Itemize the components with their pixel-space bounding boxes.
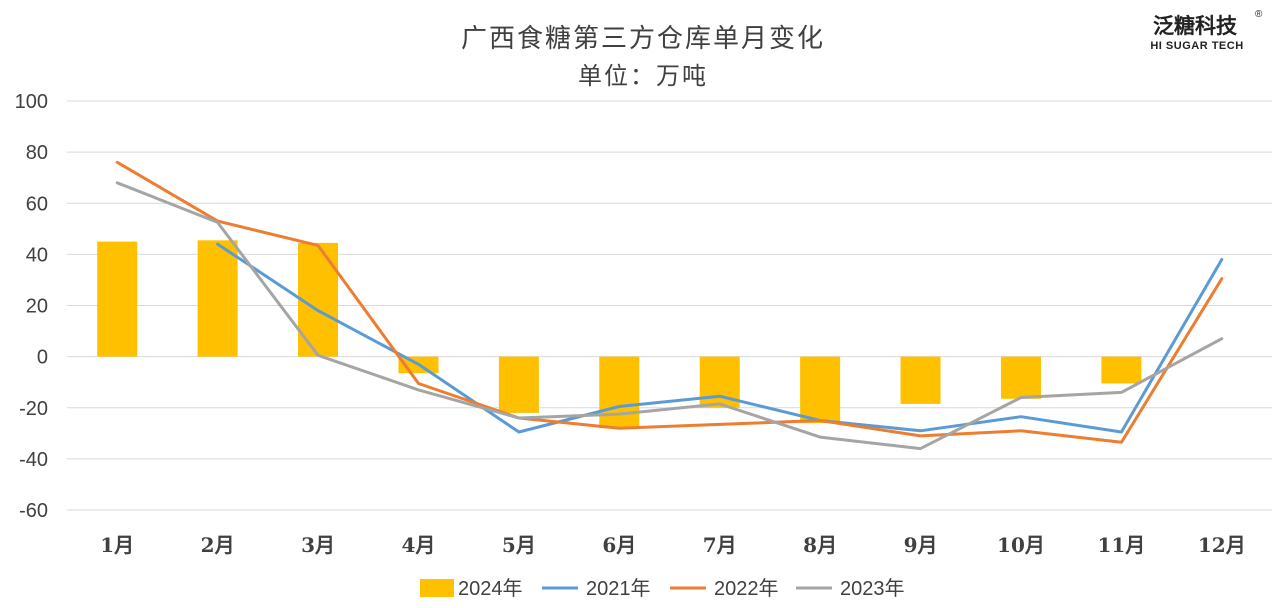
line-series xyxy=(115,160,1224,451)
x-tick-label: 5月 xyxy=(502,533,536,557)
chart-title: 广西食糖第三方仓库单月变化 xyxy=(461,24,825,54)
chart-subtitle: 单位：万吨 xyxy=(578,62,708,90)
line-2022年 xyxy=(115,160,1224,444)
y-tick-label: 80 xyxy=(26,142,48,164)
line-2023年 xyxy=(115,181,1224,451)
y-tick-label: -60 xyxy=(19,500,48,522)
line-2021年 xyxy=(216,242,1224,434)
x-tick-label: 6月 xyxy=(602,533,636,557)
y-tick-label: 100 xyxy=(15,91,48,113)
legend-label: 2023年 xyxy=(840,577,905,600)
brand-registered-mark: ® xyxy=(1255,9,1263,20)
bar-2024年 xyxy=(498,356,539,413)
bar-2024年 xyxy=(1101,356,1142,384)
x-tick-label: 1月 xyxy=(100,533,134,557)
bar-series xyxy=(97,240,1142,429)
y-tick-label: 60 xyxy=(26,193,48,215)
brand-name-cn: 泛糖科技 xyxy=(1153,14,1238,38)
y-tick-label: 0 xyxy=(37,347,48,369)
y-tick-label: 20 xyxy=(26,296,48,318)
y-tick-label: 40 xyxy=(26,244,48,266)
bar-2024年 xyxy=(900,356,941,404)
x-axis-ticks: 1月 2月 3月 4月 5月 6月 7月 8月 9月 10月 11月 12月 xyxy=(100,533,1245,557)
x-tick-label: 9月 xyxy=(904,533,938,557)
bar-2024年 xyxy=(197,240,238,357)
bar-2024年 xyxy=(97,241,138,357)
y-tick-label: -20 xyxy=(19,398,48,420)
x-tick-label: 4月 xyxy=(401,533,435,557)
legend-label: 2024年 xyxy=(458,577,523,600)
x-tick-label: 11月 xyxy=(1097,533,1145,557)
brand-logo: 泛糖科技 ® HI SUGAR TECH xyxy=(1150,9,1263,52)
x-tick-label: 10月 xyxy=(997,533,1045,557)
x-tick-label: 3月 xyxy=(301,533,335,557)
legend-label: 2021年 xyxy=(586,577,651,600)
bar-2024年 xyxy=(1000,356,1041,399)
legend: 2024年 2021年 2022年 2023年 xyxy=(420,577,905,600)
grid-lines xyxy=(67,100,1272,511)
x-tick-label: 7月 xyxy=(703,533,737,557)
bar-2024年 xyxy=(800,356,841,424)
x-tick-label: 8月 xyxy=(803,533,837,557)
x-tick-label: 12月 xyxy=(1198,533,1246,557)
y-tick-label: -40 xyxy=(19,449,48,471)
brand-name-en: HI SUGAR TECH xyxy=(1150,40,1243,52)
legend-swatch xyxy=(420,579,454,597)
bar-2024年 xyxy=(599,356,640,429)
y-axis-ticks: 100 80 60 40 20 0 -20 -40 -60 xyxy=(15,91,48,522)
x-tick-label: 2月 xyxy=(201,533,235,557)
legend-label: 2022年 xyxy=(714,577,779,600)
